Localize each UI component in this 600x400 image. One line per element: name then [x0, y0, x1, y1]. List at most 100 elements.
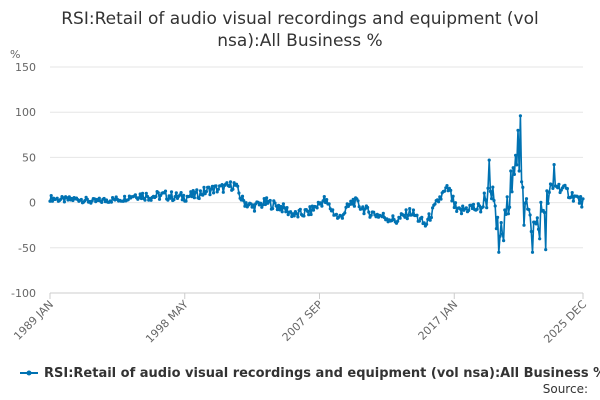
data-point	[391, 214, 395, 218]
data-point	[524, 197, 529, 201]
data-point	[545, 189, 549, 193]
data-point	[343, 211, 347, 215]
y-tick-label: 50	[22, 151, 36, 164]
data-point	[569, 195, 573, 199]
data-point	[277, 203, 281, 207]
data-point	[482, 191, 486, 195]
data-point	[408, 207, 412, 211]
data-point	[149, 198, 153, 202]
data-point	[169, 190, 174, 194]
data-point	[202, 185, 206, 189]
data-point	[109, 200, 113, 204]
data-point	[121, 199, 125, 203]
chart-title: RSI:Retail of audio visual recordings an…	[0, 8, 600, 52]
data-point	[405, 217, 409, 221]
data-point	[459, 212, 464, 216]
data-point	[85, 197, 89, 201]
data-point	[310, 204, 314, 208]
data-point	[464, 206, 468, 210]
data-point	[59, 197, 63, 201]
x-tick-label: 1989 JAN	[11, 298, 56, 343]
data-point	[340, 216, 344, 220]
data-point	[114, 195, 118, 199]
data-point	[280, 210, 284, 214]
legend-marker-swatch	[26, 370, 32, 376]
data-point	[551, 186, 555, 190]
data-point	[283, 206, 287, 210]
data-point	[144, 191, 148, 195]
data-point	[239, 198, 243, 202]
data-point	[145, 194, 150, 199]
data-point	[351, 197, 355, 201]
data-point	[263, 202, 267, 207]
data-point	[544, 248, 548, 252]
data-point	[461, 204, 465, 208]
data-point	[173, 195, 177, 199]
data-point	[319, 201, 323, 205]
data-point	[556, 186, 560, 190]
data-point	[92, 197, 97, 201]
data-point	[356, 199, 360, 203]
data-point	[557, 182, 561, 186]
data-point	[422, 221, 426, 225]
data-point	[83, 199, 87, 203]
data-point	[208, 193, 212, 197]
data-point	[518, 114, 523, 118]
data-point	[296, 215, 300, 219]
data-point	[334, 212, 338, 216]
y-tick-label: -50	[18, 242, 36, 255]
data-point	[349, 199, 353, 203]
data-point	[563, 183, 567, 187]
data-point	[138, 192, 142, 196]
source-label: Source:	[543, 382, 588, 396]
data-point	[327, 202, 331, 206]
data-point	[437, 200, 441, 204]
legend[interactable]: RSI:Retail of audio visual recordings an…	[20, 366, 600, 381]
data-point	[487, 158, 491, 162]
data-point	[249, 202, 253, 206]
data-point	[427, 212, 431, 216]
data-point	[367, 210, 371, 214]
data-point	[425, 222, 429, 226]
data-point	[470, 206, 474, 211]
data-point	[256, 200, 260, 204]
data-point	[528, 213, 532, 217]
data-point	[390, 219, 394, 223]
data-point	[494, 227, 498, 231]
data-point	[420, 215, 424, 219]
data-point	[491, 185, 495, 189]
data-point	[273, 201, 277, 205]
data-point	[385, 217, 389, 221]
data-point	[66, 198, 70, 202]
data-point	[453, 201, 458, 205]
data-point	[579, 195, 583, 199]
data-point	[366, 205, 370, 210]
data-point	[242, 199, 246, 203]
data-point	[285, 206, 289, 210]
data-point	[536, 227, 541, 231]
data-point	[522, 223, 526, 227]
data-point	[362, 212, 366, 216]
data-point	[550, 183, 554, 187]
data-point	[508, 205, 512, 209]
data-point	[228, 180, 233, 184]
data-point	[286, 213, 290, 217]
data-point	[547, 190, 551, 194]
data-point	[50, 199, 55, 203]
data-point	[179, 191, 183, 195]
data-point	[220, 183, 224, 187]
data-point	[259, 201, 263, 205]
x-tick-label: 2017 JAN	[416, 298, 461, 343]
data-point	[481, 205, 485, 209]
data-point	[292, 214, 296, 218]
data-point	[428, 218, 432, 222]
data-point	[479, 210, 483, 214]
legend-label: RSI:Retail of audio visual recordings an…	[44, 366, 600, 381]
data-point	[237, 191, 241, 195]
data-point	[396, 219, 400, 223]
data-point	[450, 199, 454, 203]
data-point	[451, 194, 455, 198]
y-tick-label: 150	[15, 61, 36, 74]
data-point	[406, 213, 411, 217]
data-point	[490, 197, 494, 201]
